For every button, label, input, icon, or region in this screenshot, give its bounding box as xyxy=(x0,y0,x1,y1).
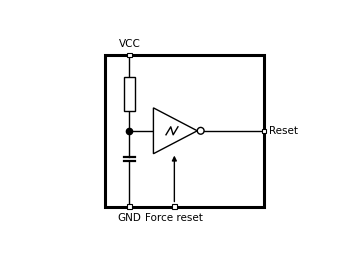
Text: VCC: VCC xyxy=(119,39,141,49)
Bar xyxy=(104,55,264,207)
Bar xyxy=(127,53,132,57)
Bar xyxy=(127,204,132,209)
Bar xyxy=(124,77,135,111)
Circle shape xyxy=(197,127,204,134)
Text: Reset: Reset xyxy=(269,126,298,136)
Polygon shape xyxy=(153,108,197,154)
Bar xyxy=(262,129,266,133)
Text: Force reset: Force reset xyxy=(145,213,203,223)
Bar xyxy=(172,204,176,209)
Text: GND: GND xyxy=(118,213,141,223)
